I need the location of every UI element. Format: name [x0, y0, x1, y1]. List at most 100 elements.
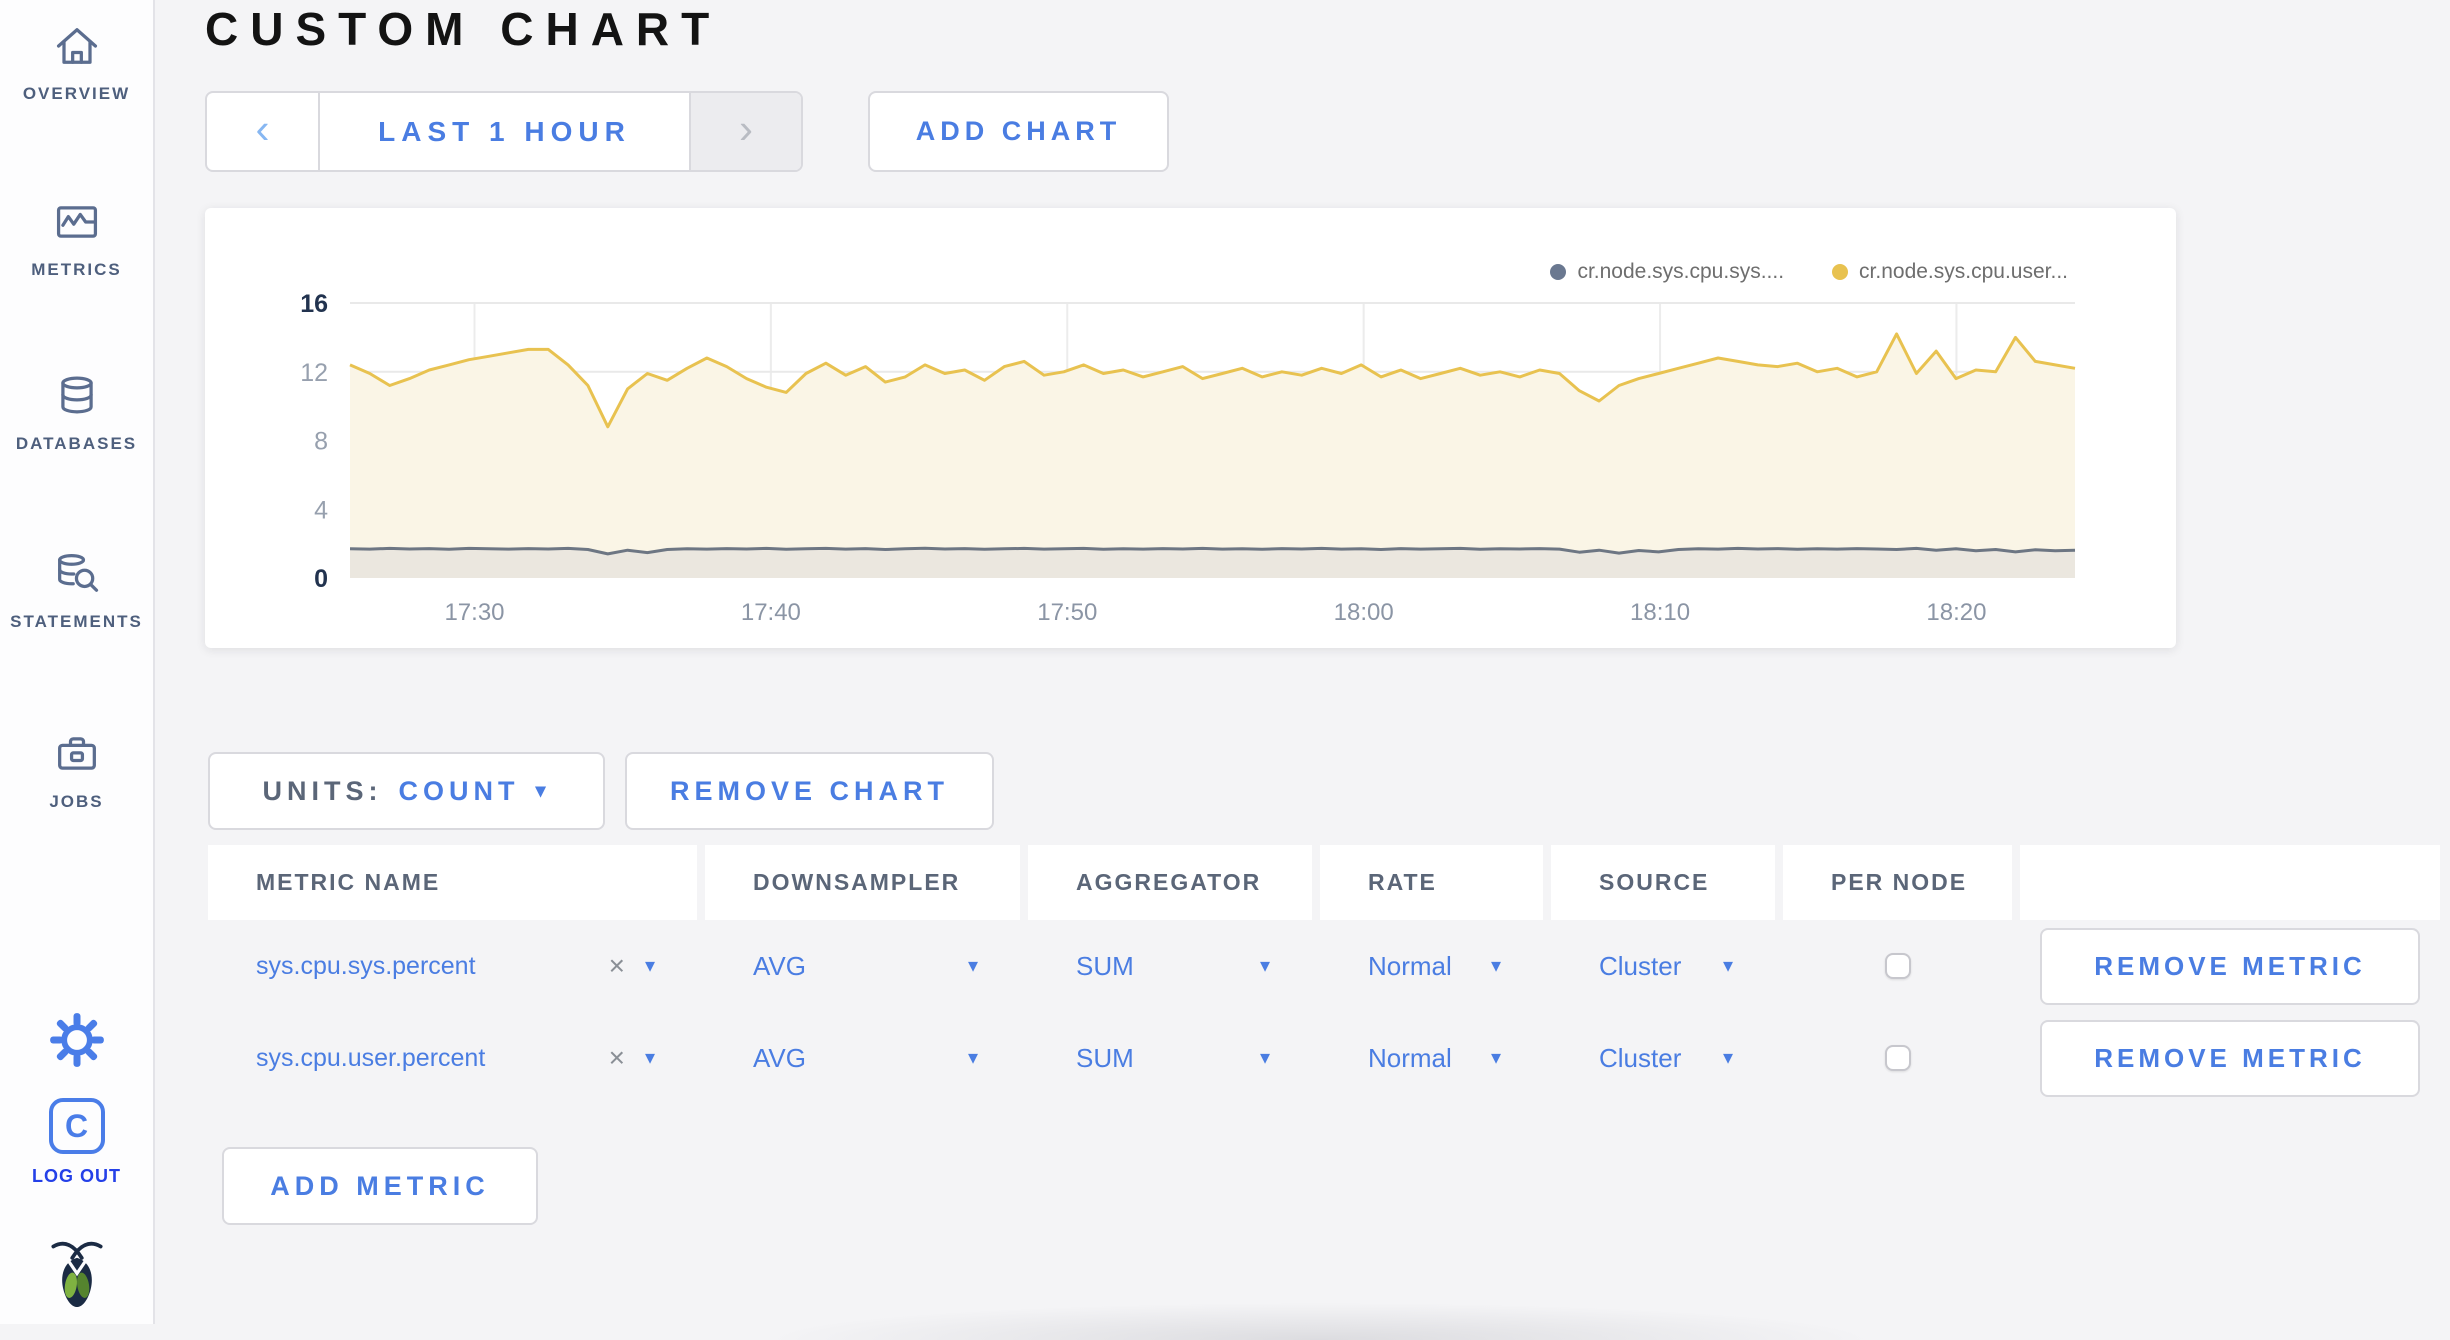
sidebar-item-label: OVERVIEW — [22, 84, 131, 103]
col-header-rate: RATE — [1320, 845, 1543, 920]
sidebar-item-overview[interactable]: OVERVIEW — [0, 20, 153, 104]
sidebar-item-databases[interactable]: DATABASES — [0, 370, 153, 454]
per-node-cell — [1783, 950, 2012, 982]
add-metric-button[interactable]: ADD METRIC — [222, 1147, 538, 1225]
legend-dot-user-icon — [1832, 264, 1849, 280]
units-value: COUNT — [398, 775, 520, 806]
settings-button[interactable] — [0, 1012, 153, 1068]
source-dropdown[interactable]: Cluster ▾ — [1551, 1043, 1775, 1074]
sidebar-item-label: METRICS — [31, 260, 122, 279]
chevron-right-icon: › — [739, 104, 753, 152]
units-dropdown[interactable]: UNITS: COUNT ▾ — [208, 752, 605, 830]
remove-chart-button[interactable]: REMOVE CHART — [625, 752, 994, 830]
timeseries-chart[interactable]: 17:30 17:40 17:50 18:00 18:10 18:20 0 4 8 12 16 — [205, 208, 2176, 648]
metrics-table-header: METRIC NAME DOWNSAMPLER AGGREGATOR RATE … — [208, 845, 2440, 920]
statements-icon — [51, 548, 103, 600]
time-range-label[interactable]: LAST 1 HOUR — [378, 115, 631, 147]
metric-name-dropdown[interactable]: sys.cpu.user.percent × ▾ — [208, 1044, 697, 1073]
add-chart-button[interactable]: ADD CHART — [868, 91, 1169, 172]
rate-value: Normal — [1368, 1042, 1452, 1073]
gear-icon — [49, 1012, 105, 1068]
sidebar-item-statements[interactable]: STATEMENTS — [0, 548, 153, 632]
chevron-down-icon: ▾ — [644, 955, 655, 977]
per-node-checkbox[interactable] — [1885, 953, 1911, 979]
sidebar-item-jobs[interactable]: JOBS — [0, 728, 153, 812]
table-row: sys.cpu.user.percent × ▾ AVG ▾ SUM ▾ Nor… — [208, 1012, 2440, 1104]
svg-text:8: 8 — [314, 428, 328, 456]
svg-text:18:10: 18:10 — [1630, 599, 1690, 626]
chevron-down-icon: ▾ — [967, 955, 978, 977]
chevron-down-icon: ▾ — [1259, 1047, 1270, 1069]
metric-name-value: sys.cpu.sys.percent — [256, 951, 476, 980]
svg-text:17:50: 17:50 — [1037, 599, 1097, 626]
chevron-left-icon: ‹ — [255, 104, 270, 152]
metric-name-dropdown[interactable]: sys.cpu.sys.percent × ▾ — [208, 952, 697, 981]
svg-text:18:20: 18:20 — [1926, 599, 1986, 626]
chevron-down-icon: ▾ — [1722, 1047, 1733, 1069]
table-row: sys.cpu.sys.percent × ▾ AVG ▾ SUM ▾ Norm… — [208, 920, 2440, 1012]
source-dropdown[interactable]: Cluster ▾ — [1551, 951, 1775, 982]
col-header-source: SOURCE — [1551, 845, 1775, 920]
svg-text:12: 12 — [300, 359, 328, 387]
time-range-prev-button[interactable]: ‹ — [207, 93, 320, 170]
downsampler-value: AVG — [753, 1042, 806, 1073]
home-icon — [51, 20, 103, 72]
downsampler-dropdown[interactable]: AVG ▾ — [705, 1043, 1020, 1074]
svg-text:17:30: 17:30 — [444, 599, 504, 626]
scroll-shadow — [620, 1288, 2020, 1340]
remove-metric-button[interactable]: REMOVE METRIC — [2040, 1019, 2420, 1097]
chevron-down-icon: ▾ — [967, 1047, 978, 1069]
remove-metric-button[interactable]: REMOVE METRIC — [2040, 927, 2420, 1005]
rate-dropdown[interactable]: Normal ▾ — [1320, 951, 1543, 982]
source-value: Cluster — [1599, 1042, 1682, 1073]
page-title: CUSTOM CHART — [205, 3, 722, 55]
chevron-down-icon: ▾ — [1259, 955, 1270, 977]
col-header-actions — [2020, 845, 2440, 920]
remove-metric-cell: REMOVE METRIC — [2020, 927, 2440, 1005]
col-header-aggregator: AGGREGATOR — [1028, 845, 1312, 920]
sidebar: OVERVIEW METRICS DATABASES — [0, 0, 155, 1324]
source-value: Cluster — [1599, 950, 1682, 981]
aggregator-value: SUM — [1076, 1042, 1134, 1073]
chevron-down-icon: ▾ — [535, 780, 551, 802]
chevron-down-icon: ▾ — [1490, 955, 1501, 977]
legend-dot-sys-icon — [1550, 264, 1567, 280]
remove-metric-cell: REMOVE METRIC — [2020, 1019, 2440, 1097]
rate-dropdown[interactable]: Normal ▾ — [1320, 1043, 1543, 1074]
aggregator-dropdown[interactable]: SUM ▾ — [1028, 1043, 1312, 1074]
time-range-selector: ‹ LAST 1 HOUR › — [205, 91, 803, 172]
metrics-icon — [51, 196, 103, 248]
per-node-checkbox[interactable] — [1885, 1045, 1911, 1071]
database-icon — [51, 370, 103, 422]
sidebar-item-label: JOBS — [49, 792, 104, 811]
chevron-down-icon: ▾ — [1490, 1047, 1501, 1069]
chevron-down-icon: ▾ — [644, 1047, 655, 1069]
svg-text:18:00: 18:00 — [1334, 599, 1394, 626]
chevron-down-icon: ▾ — [1722, 955, 1733, 977]
clear-metric-icon[interactable]: × — [608, 1042, 625, 1073]
sidebar-item-metrics[interactable]: METRICS — [0, 196, 153, 280]
downsampler-dropdown[interactable]: AVG ▾ — [705, 951, 1020, 982]
sidebar-item-label: DATABASES — [15, 434, 138, 453]
legend-item-user[interactable]: cr.node.sys.cpu.user... — [1832, 260, 2068, 284]
sidebar-item-label: STATEMENTS — [10, 612, 143, 631]
aggregator-dropdown[interactable]: SUM ▾ — [1028, 951, 1312, 982]
svg-text:17:40: 17:40 — [741, 599, 801, 626]
svg-text:4: 4 — [314, 496, 328, 524]
cockroach-logo — [0, 1238, 153, 1308]
logout-button[interactable]: C LOG OUT — [0, 1098, 153, 1187]
rate-value: Normal — [1368, 950, 1452, 981]
per-node-cell — [1783, 1042, 2012, 1074]
chart-legend: cr.node.sys.cpu.sys.... cr.node.sys.cpu.… — [1550, 260, 2068, 284]
aggregator-value: SUM — [1076, 950, 1134, 981]
cockroach-c-icon: C — [48, 1098, 105, 1154]
clear-metric-icon[interactable]: × — [608, 950, 625, 981]
downsampler-value: AVG — [753, 950, 806, 981]
legend-item-sys[interactable]: cr.node.sys.cpu.sys.... — [1550, 260, 1784, 284]
logout-label: LOG OUT — [32, 1166, 121, 1186]
time-range-next-button[interactable]: › — [689, 93, 801, 170]
col-header-downsampler: DOWNSAMPLER — [705, 845, 1020, 920]
cockroach-bug-icon — [48, 1238, 106, 1308]
svg-text:0: 0 — [314, 565, 328, 593]
units-label: UNITS: — [262, 775, 383, 806]
